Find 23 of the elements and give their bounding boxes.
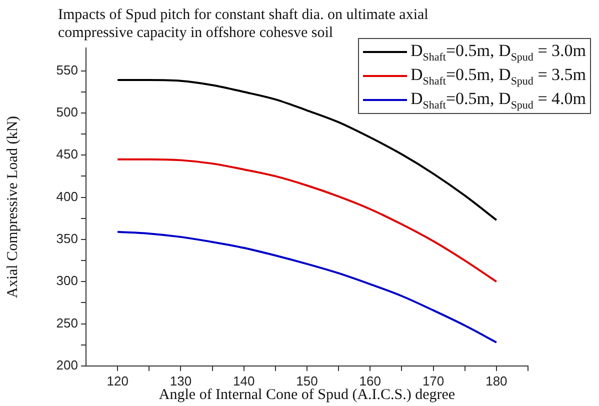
x-tick-label: 160 [359, 373, 381, 388]
y-tick-label: 250 [56, 315, 78, 330]
x-tick-label: 140 [233, 373, 255, 388]
x-tick-label: 130 [170, 373, 192, 388]
y-tick-label: 200 [56, 358, 78, 373]
y-tick-label: 400 [56, 188, 78, 204]
x-tick-label: 150 [296, 373, 318, 388]
x-axis-title: Angle of Internal Cone of Spud (A.I.C.S.) degree [158, 386, 456, 403]
x-tick-label: 120 [106, 373, 128, 388]
line-series [116, 158, 498, 283]
legend-label: D$_{Shaft}$=0.5m, D$_{Spud}$ = 3.0m [410, 40, 586, 64]
chart-title: Impacts of Spud pitch for constant shaft dia. on ultimate axial compressive capacity in offshore cohesve soil [58, 6, 430, 42]
y-tick-label: 500 [56, 104, 78, 120]
y-tick-label: 550 [56, 62, 78, 78]
y-tick-label: 450 [56, 146, 78, 162]
legend-label: D$_{Shaft}$=0.5m, D$_{Spud}$ = 3.5m [410, 64, 586, 88]
y-axis-title: Axial Compressive Load (kN) [4, 116, 21, 298]
y-tick-label: 300 [56, 273, 78, 288]
x-tick-label: 170 [422, 373, 444, 388]
legend-label: D$_{Shaft}$=0.5m, D$_{Spud}$ = 4.0m [410, 88, 586, 112]
x-tick-label: 180 [486, 373, 508, 388]
y-tick-label: 350 [56, 231, 78, 246]
line-series [116, 230, 498, 344]
